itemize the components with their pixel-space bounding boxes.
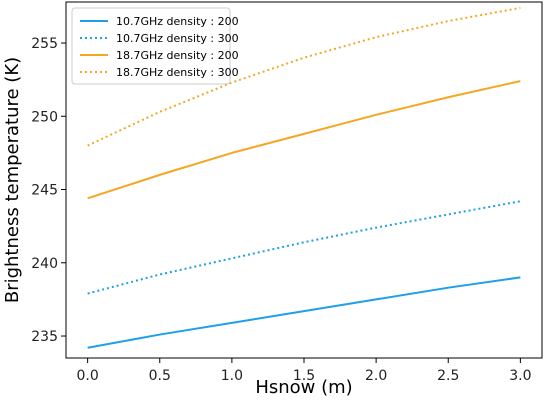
y-axis: 235 240 245 250 255 [31,36,66,345]
legend-box [71,7,231,85]
series-layer [87,6,521,349]
x-axis-title: Hsnow (m) [255,377,352,398]
legend-label: 10.7GHz density : 300 [116,32,239,45]
y-tick-label: 235 [31,329,58,345]
y-tick-label: 255 [31,36,58,52]
y-tick-label: 250 [31,109,58,125]
x-tick-label: 2.0 [365,368,387,384]
x-tick-label: 1.0 [221,368,243,384]
x-tick-label: 3.0 [509,368,531,384]
legend-label: 18.7GHz density : 300 [116,66,239,79]
y-axis-title: Brightness temperature (K) [2,57,23,303]
series-line-3 [87,80,521,200]
y-tick-label: 240 [31,256,58,272]
series-line-1 [87,276,521,349]
x-tick-label: 1.5 [293,368,315,384]
legend: 10.7GHz density : 200 10.7GHz density : 3… [71,7,239,85]
x-tick-label: 0.5 [149,368,171,384]
x-tick-label: 2.5 [437,368,459,384]
y-tick-label: 245 [31,183,58,199]
x-tick-label: 0.0 [77,368,99,384]
series-line-2 [87,200,521,295]
legend-label: 10.7GHz density : 200 [116,15,239,28]
x-axis: 0.0 0.5 1.0 1.5 2.0 2.5 3.0 [77,358,531,384]
legend-label: 18.7GHz density : 200 [116,49,239,62]
